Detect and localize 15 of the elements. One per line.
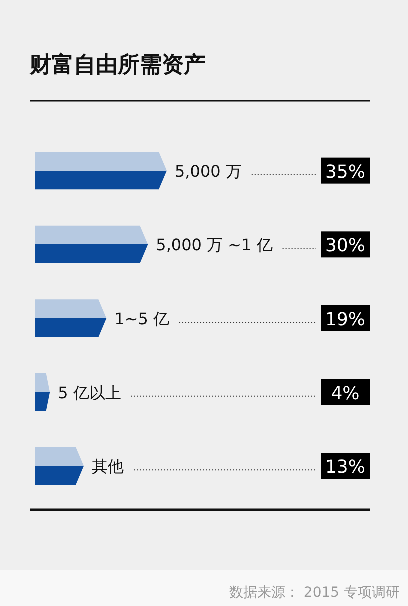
data-label: 35%: [325, 162, 366, 183]
bar: [35, 152, 167, 190]
y-tick-label: 其他: [92, 457, 124, 476]
source-note: 数据来源： 2015 专项调研: [229, 585, 400, 601]
y-tick-label: 5,000 万 ~1 亿: [156, 236, 273, 255]
data-label: 30%: [325, 236, 366, 257]
y-tick-label: 1~5 亿: [114, 310, 170, 328]
chart-title: 财富自由所需资产: [29, 52, 206, 78]
bar: [35, 226, 148, 264]
data-label: 19%: [325, 310, 366, 330]
y-tick-label: 5,000 万: [175, 162, 242, 181]
bar: [35, 300, 107, 338]
data-label: 13%: [325, 457, 366, 478]
y-tick-label: 5 亿以上: [58, 383, 122, 402]
data-label: 4%: [331, 383, 360, 404]
